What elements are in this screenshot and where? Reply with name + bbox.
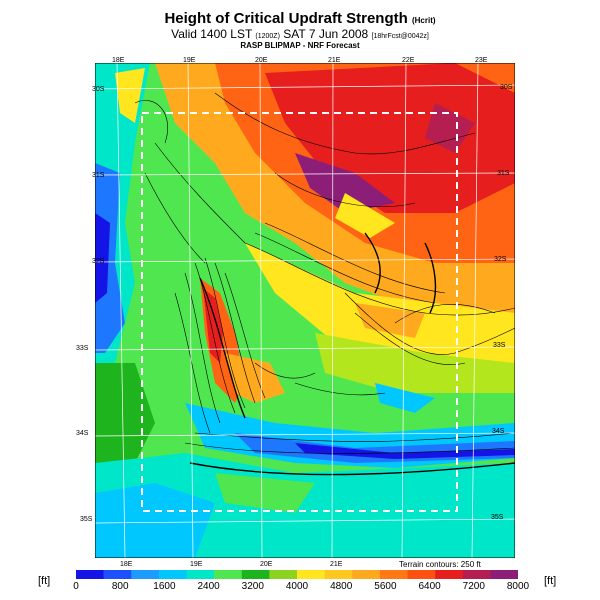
lat-label-left: 33S	[76, 345, 89, 352]
colorbar-tick-label: 2400	[197, 581, 220, 592]
colorbar-swatch	[490, 570, 518, 579]
lat-label-right: 35S	[491, 514, 504, 521]
inner-domain-box	[141, 112, 458, 512]
lat-label-right: 33S	[493, 342, 506, 349]
colorbar-swatch	[103, 570, 132, 579]
colorbar-tick-label: 800	[111, 581, 129, 592]
valid-time: Valid 1400 LST	[171, 27, 253, 41]
lat-label-right: 34S	[492, 428, 505, 435]
title-suffix: (Hcrit)	[411, 16, 436, 25]
valid-date: SAT 7 Jun 2008	[283, 27, 369, 41]
colorbar-swatch	[352, 570, 381, 579]
map-subtitle: RASP BLIPMAP - NRF Forecast	[240, 41, 360, 50]
colorbar-tick-label: 3200	[241, 581, 264, 592]
lon-label-bottom: 18E	[120, 561, 133, 568]
lat-label-left: 32S	[92, 258, 105, 265]
colorbar-tick-label: 1600	[153, 581, 176, 592]
lat-label-right: 31S	[497, 170, 510, 177]
valid-time-line: Valid 1400 LST (1200Z) SAT 7 Jun 2008 [1…	[0, 27, 600, 41]
forecast-run: [18hrFcst@0042z]	[371, 33, 429, 40]
colorbar-swatch	[407, 570, 436, 579]
lat-label-right: 30S	[500, 84, 513, 91]
colorbar-tick-label: 6400	[418, 581, 441, 592]
colorbar-swatch	[324, 570, 353, 579]
colorbar-swatch	[462, 570, 491, 579]
map-title: Height of Critical Updraft Strength (Hcr…	[0, 10, 600, 27]
colorbar-swatch	[214, 570, 243, 579]
lon-label-top: 21E	[328, 57, 341, 64]
lon-label-top: 22E	[402, 57, 415, 64]
title-text: Height of Critical Updraft Strength	[164, 10, 408, 27]
colorbar-swatch	[241, 570, 270, 579]
colorbar-swatch	[76, 570, 104, 579]
colorbar-swatch	[379, 570, 408, 579]
lon-label-bottom: 21E	[330, 561, 343, 568]
colorbar-swatch	[269, 570, 298, 579]
lon-label-bottom: 19E	[190, 561, 203, 568]
colorbar-tick-label: 4800	[330, 581, 353, 592]
colorbar	[76, 570, 518, 579]
lon-label-top: 23E	[475, 57, 488, 64]
terrain-contour-note: Terrain contours: 250 ft	[399, 560, 481, 569]
colorbar-swatch	[435, 570, 464, 579]
colorbar-tick-label: 5600	[374, 581, 397, 592]
lat-label-left: 31S	[92, 172, 105, 179]
lat-lon-grid	[95, 63, 515, 558]
lat-label-right: 32S	[494, 256, 507, 263]
lat-label-left: 35S	[80, 516, 93, 523]
colorbar-tick-label: 7200	[462, 581, 485, 592]
lat-label-left: 30S	[92, 86, 105, 93]
colorbar-tick-label: 8000	[506, 581, 530, 592]
valid-utc: (1200Z)	[255, 33, 280, 40]
colorbar-swatch	[297, 570, 325, 579]
lon-label-bottom: 20E	[260, 561, 273, 568]
unit-left: [ft]	[38, 575, 51, 587]
colorbar-swatch	[158, 570, 187, 579]
lon-label-top: 18E	[112, 57, 125, 64]
colorbar-swatch	[186, 570, 215, 579]
colorbar-tick-label: 0	[73, 581, 79, 592]
colorbar-swatch	[131, 570, 160, 579]
terrain-contours	[134, 92, 515, 454]
forecast-map	[95, 63, 515, 558]
lat-label-left: 34S	[76, 430, 89, 437]
lon-label-top: 20E	[255, 57, 268, 64]
unit-right: [ft]	[544, 575, 557, 587]
lon-label-top: 19E	[183, 57, 196, 64]
colorbar-tick-label: 4000	[285, 581, 309, 592]
